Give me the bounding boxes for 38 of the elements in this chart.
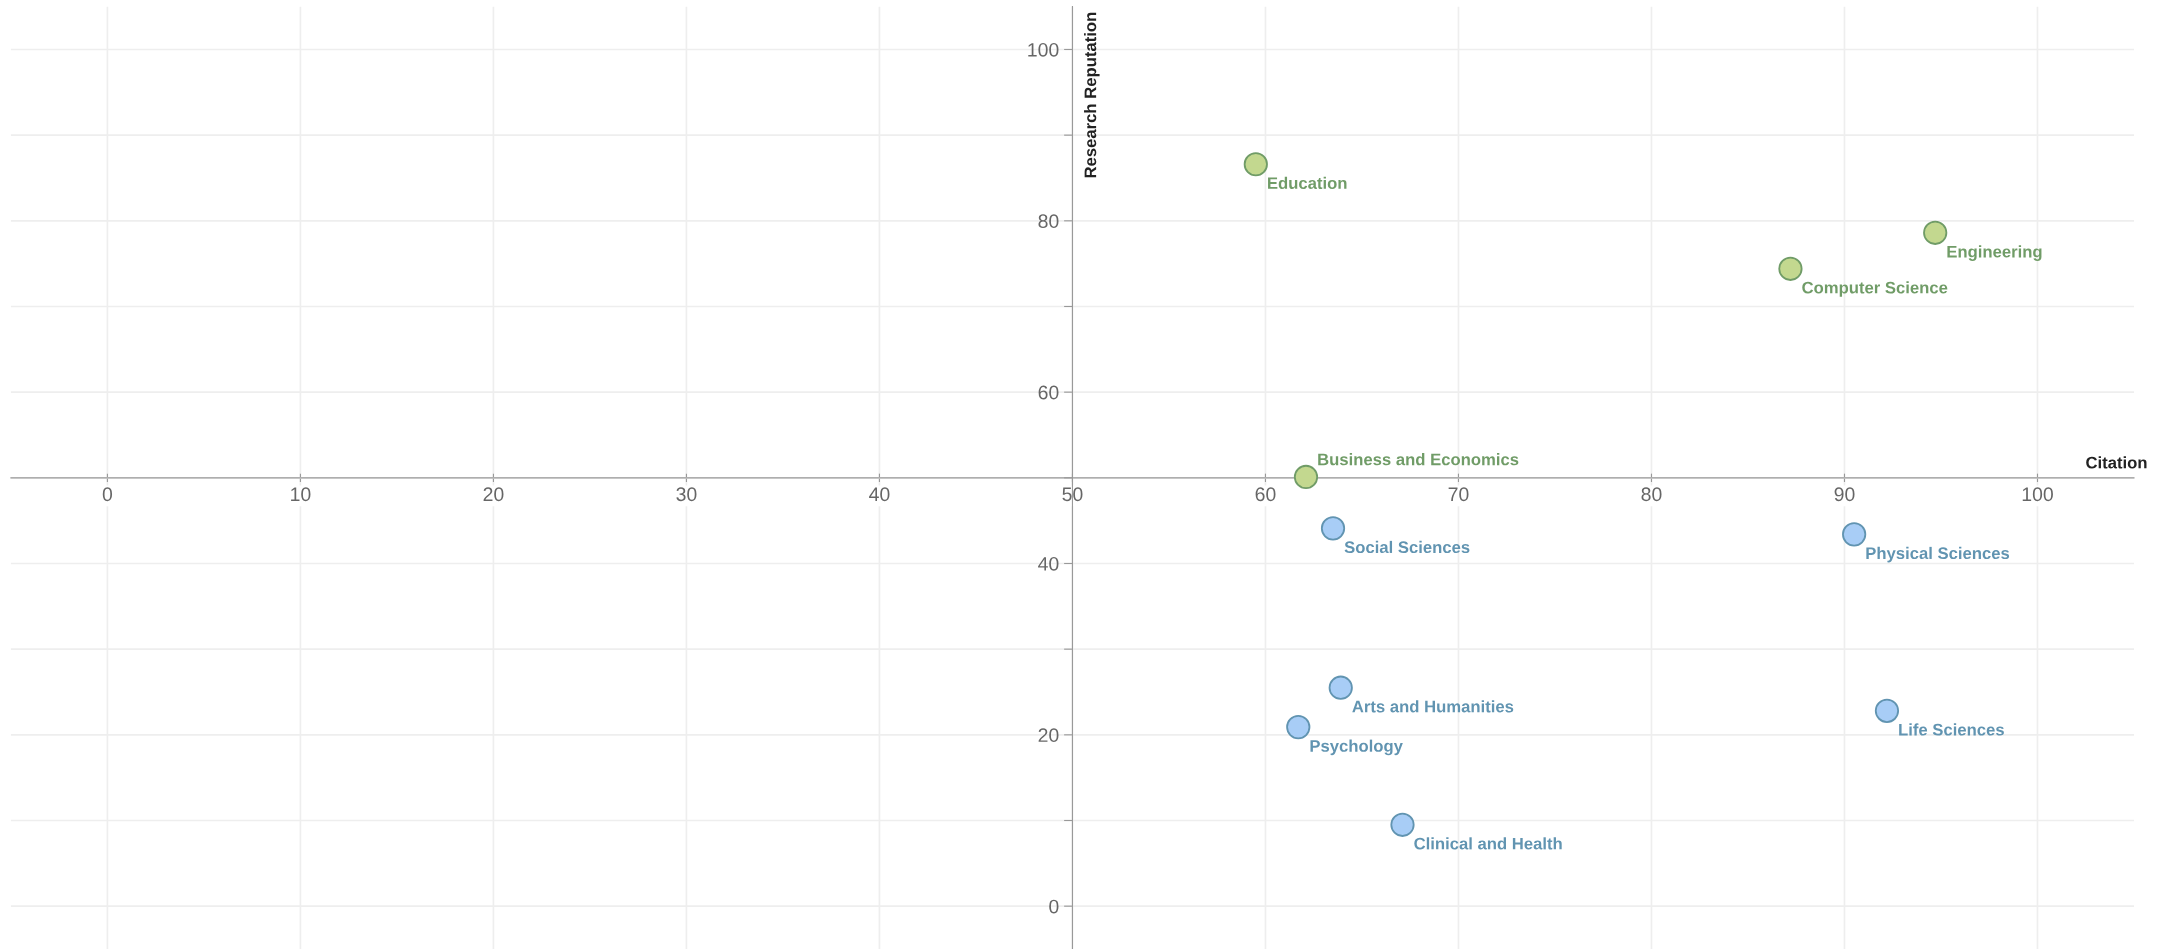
point [1293, 464, 1319, 490]
data-label: Business and Economics [1318, 453, 1519, 466]
point [1778, 256, 1803, 281]
y-tick-label: 100 [1028, 42, 1059, 57]
data-label: Computer Science [1802, 281, 1948, 297]
x-tick-label: 70 [1448, 487, 1469, 502]
point [1923, 220, 1948, 245]
data-label: Engineering [1947, 245, 2042, 261]
x-tick-label: 0 [102, 487, 113, 502]
y-tick-label: 80 [1038, 214, 1059, 229]
x-tick-label: 100 [2022, 487, 2053, 502]
data-label: Arts and Humanities [1352, 700, 1514, 713]
point [1243, 152, 1268, 177]
point [1874, 698, 1900, 723]
x-tick-label: 20 [483, 487, 504, 502]
y-tick-label: 0 [1049, 899, 1059, 914]
x-tick-label: 90 [1834, 487, 1855, 502]
y-tick-label: 60 [1038, 385, 1059, 400]
x-tick-label: 60 [1255, 487, 1276, 502]
data-label: Physical Sciences [1866, 546, 2010, 563]
point [1320, 516, 1346, 541]
point [1842, 522, 1867, 547]
y-tick-label: 40 [1038, 556, 1059, 571]
point [1390, 812, 1415, 837]
point [1328, 675, 1353, 700]
point [1286, 715, 1311, 740]
x-tick-label: 80 [1641, 487, 1662, 502]
x-tick-label: 30 [676, 487, 697, 502]
x-tick-label: 40 [869, 487, 890, 502]
data-label: Life Sciences [1899, 723, 2004, 736]
x-axis-title: Citation [2086, 456, 2147, 469]
y-axis-title: Research Reputation [1084, 12, 1100, 178]
x-tick-label: 10 [291, 487, 311, 502]
data-label: Psychology [1310, 739, 1403, 756]
y-tick-label: 20 [1038, 728, 1059, 743]
data-label: Clinical and Health [1414, 837, 1562, 850]
data-label: Education [1268, 176, 1347, 190]
data-label: Social Sciences [1344, 540, 1470, 554]
